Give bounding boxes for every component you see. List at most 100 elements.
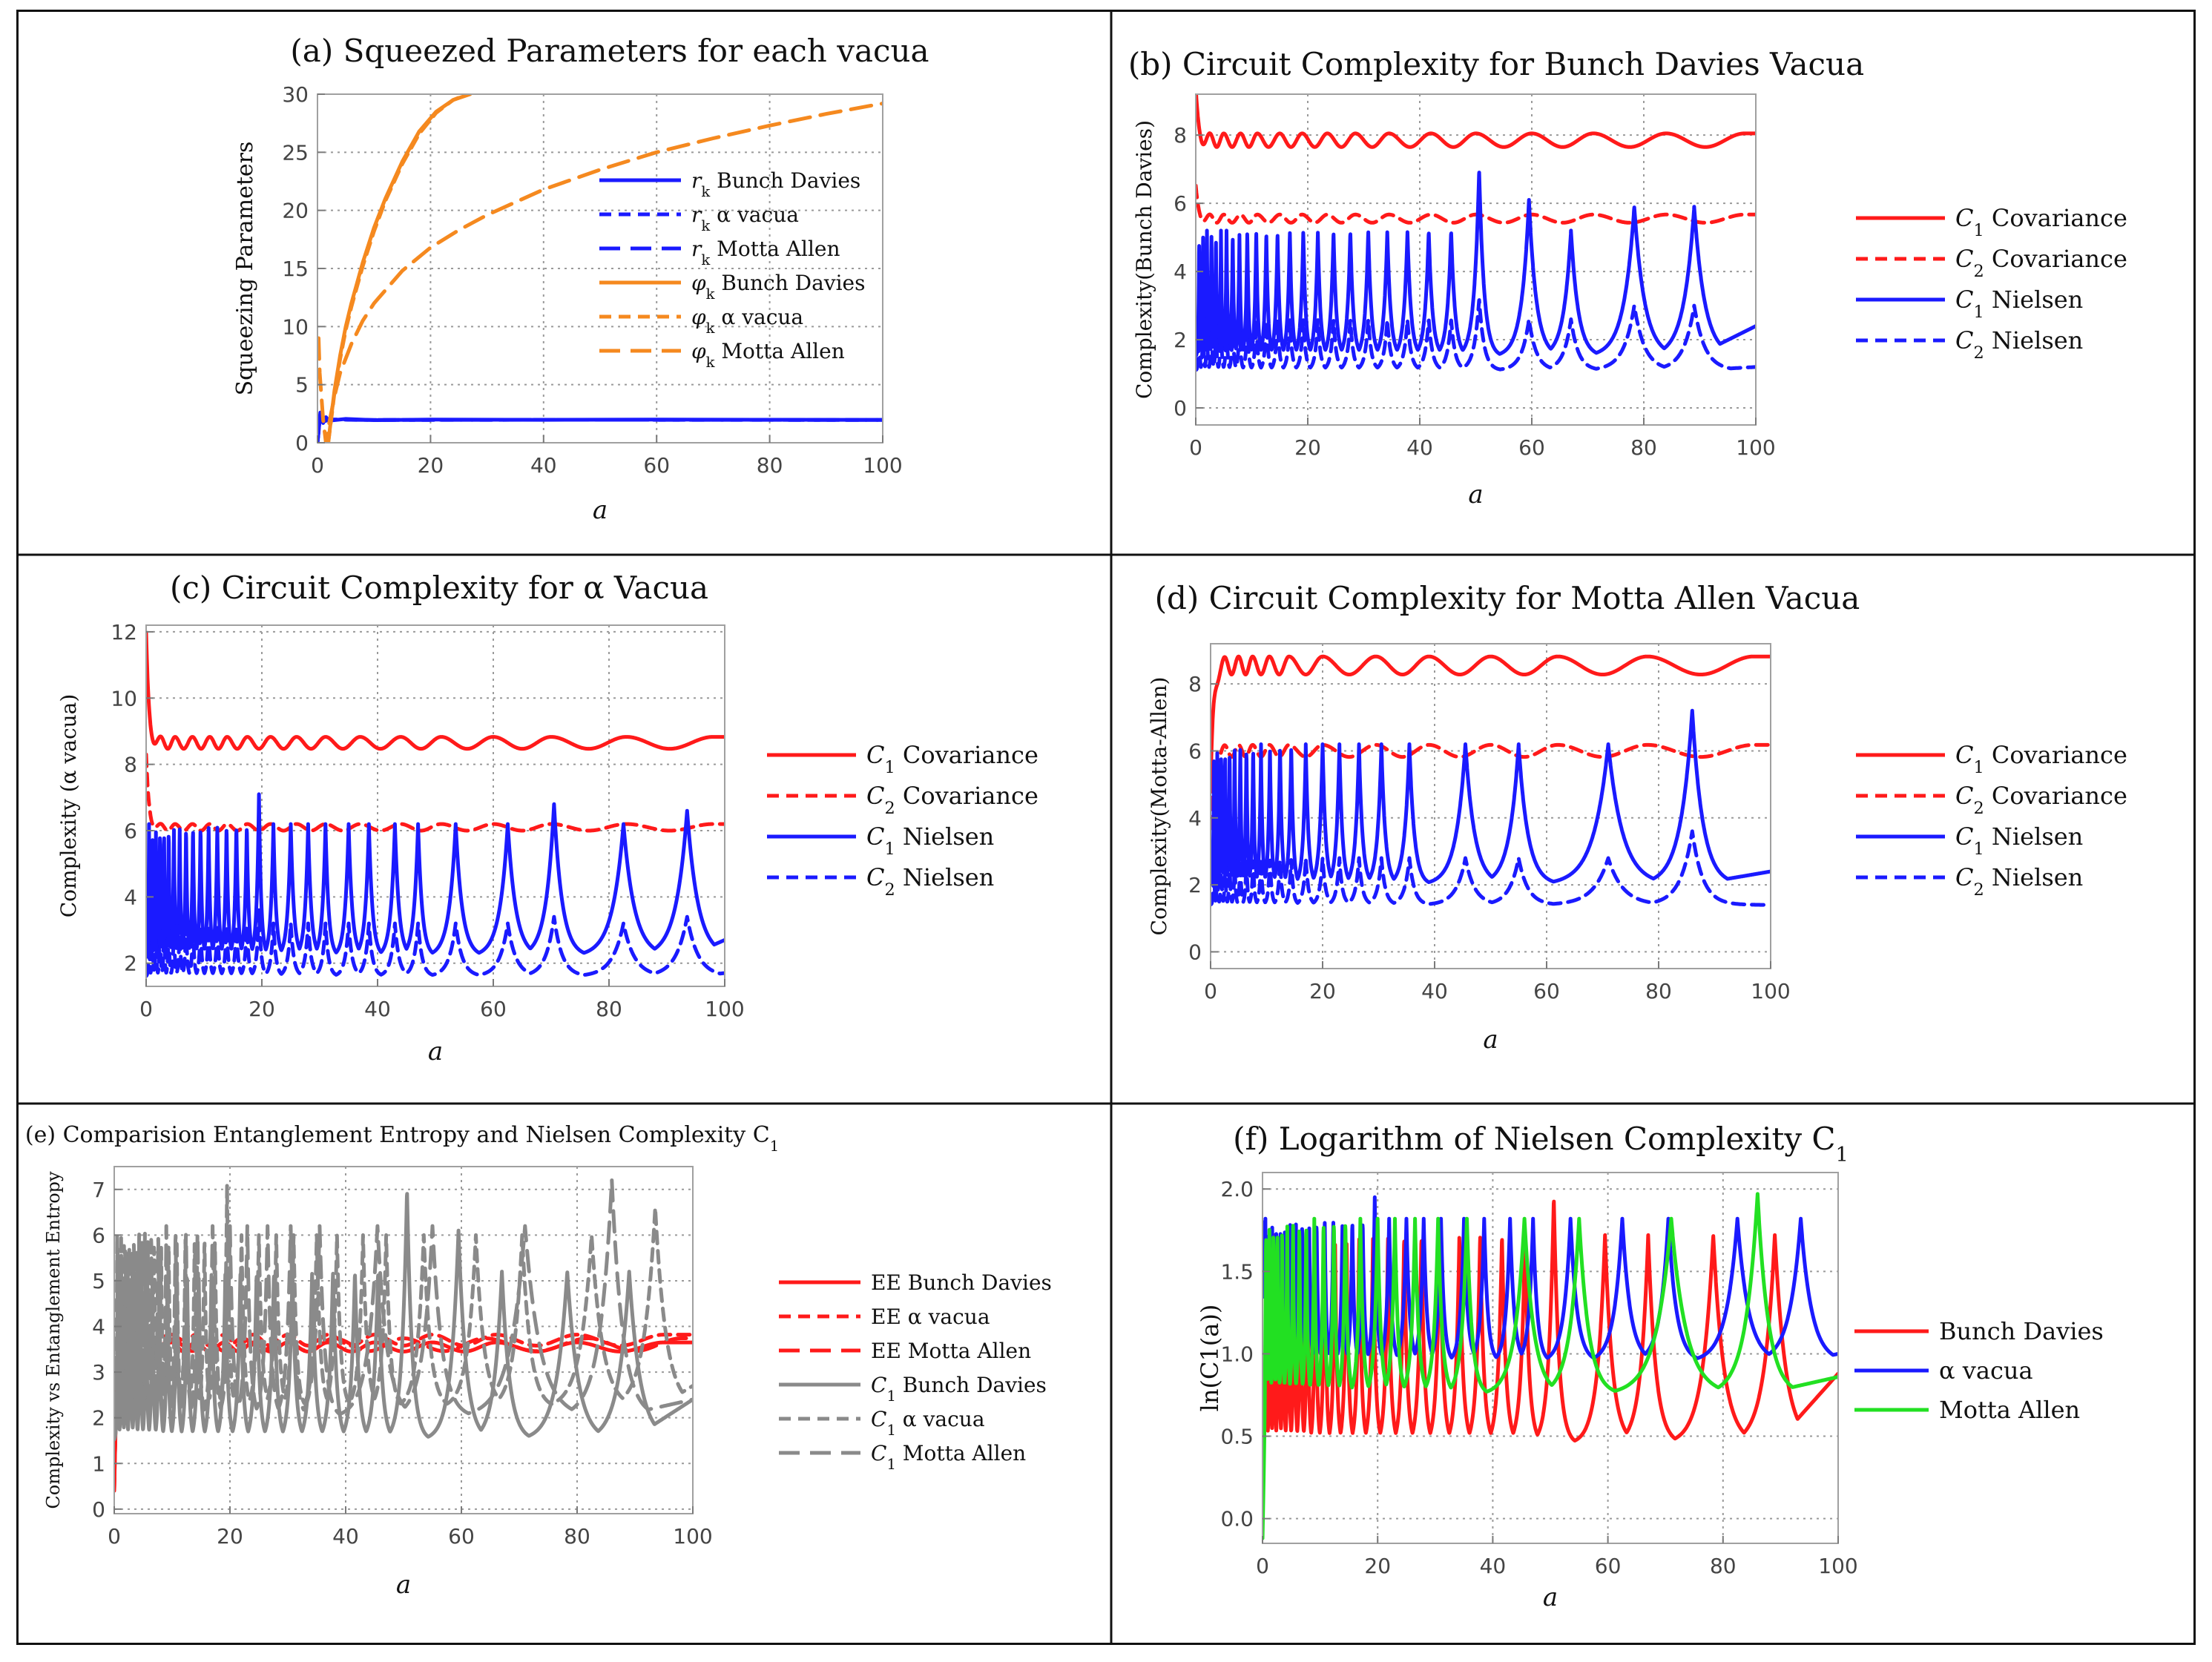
y-tick-label: 4 bbox=[1188, 806, 1202, 831]
series-line-e-4 bbox=[114, 1183, 693, 1410]
panel-e: (e) Comparision Entanglement Entropy and… bbox=[25, 1122, 1052, 1600]
x-tick-label: 80 bbox=[1645, 979, 1672, 1003]
legend-label-c-3: C2 Nielsen bbox=[866, 863, 994, 900]
y-tick-label: 6 bbox=[92, 1223, 105, 1247]
series-group-e bbox=[114, 1178, 693, 1493]
series-line-c-2 bbox=[146, 792, 725, 957]
x-tick-label: 20 bbox=[248, 997, 275, 1021]
figure-border bbox=[16, 10, 2196, 1645]
x-tick-label: 60 bbox=[1595, 1554, 1622, 1578]
series-line-d-0 bbox=[1211, 654, 1771, 794]
x-tick-label: 20 bbox=[1364, 1554, 1391, 1578]
y-tick-label: 1.5 bbox=[1220, 1259, 1254, 1284]
chart-title-c: (c) Circuit Complexity for α Vacua bbox=[170, 570, 708, 606]
series-line-a-0 bbox=[317, 410, 883, 443]
panel-b: (b) Circuit Complexity for Bunch Davies … bbox=[1128, 46, 2127, 510]
legend-label-a-1: rk α vacua bbox=[691, 202, 799, 234]
legend-label-b-1: C2 Covariance bbox=[1955, 245, 2127, 281]
x-tick-label: 40 bbox=[1406, 435, 1433, 460]
x-tick-label: 60 bbox=[1518, 435, 1545, 460]
x-axis-label-b: a bbox=[1468, 480, 1483, 510]
y-tick-label: 8 bbox=[124, 753, 137, 777]
legend-label-d-2: C1 Nielsen bbox=[1955, 822, 2083, 859]
series-group-c bbox=[146, 630, 725, 978]
y-tick-label: 10 bbox=[282, 314, 309, 339]
legend-label-b-0: C1 Covariance bbox=[1955, 204, 2127, 240]
y-tick-label: 8 bbox=[1188, 672, 1202, 696]
y-tick-label: 0 bbox=[295, 431, 309, 455]
legend-label-b-3: C2 Nielsen bbox=[1955, 326, 2083, 363]
x-tick-label: 40 bbox=[332, 1524, 359, 1549]
figure: (a) Squeezed Parameters for each vacua 0 2… bbox=[16, 10, 2196, 1645]
y-tick-label: 1 bbox=[92, 1451, 105, 1476]
y-tick-label: 6 bbox=[1174, 191, 1187, 216]
x-axis-label-a: a bbox=[593, 495, 608, 525]
legend-label-a-3: φk Bunch Davies bbox=[691, 271, 866, 303]
y-tick-label: 4 bbox=[92, 1315, 105, 1339]
x-tick-label: 20 bbox=[217, 1524, 243, 1549]
x-tick-label: 40 bbox=[364, 997, 391, 1021]
series-group-d bbox=[1211, 654, 1771, 907]
x-tick-label: 60 bbox=[643, 453, 670, 478]
legend-label-a-4: φk α vacua bbox=[691, 305, 803, 337]
y-tick-label: 2 bbox=[1174, 328, 1187, 352]
y-tick-label: 7 bbox=[92, 1178, 105, 1202]
x-tick-label: 0 bbox=[139, 997, 153, 1021]
y-axis-label-f: ln(C1(a)) bbox=[1196, 1305, 1224, 1412]
plot-frame-b bbox=[1195, 93, 1757, 426]
legend-c: C1 Covariance C2 Covariance C1 Nielsen C2 N… bbox=[767, 741, 1038, 900]
x-tick-label: 0 bbox=[1204, 979, 1217, 1003]
legend-label-e-2: EE Motta Allen bbox=[871, 1339, 1031, 1363]
series-group-b bbox=[1196, 94, 1756, 372]
legend-label-e-5: C1 Motta Allen bbox=[871, 1441, 1026, 1473]
series-line-a-2 bbox=[317, 412, 883, 443]
legend-label-c-2: C1 Nielsen bbox=[866, 822, 994, 859]
x-tick-label: 20 bbox=[418, 453, 444, 478]
y-tick-label: 1.0 bbox=[1220, 1342, 1254, 1366]
legend-label-f-2: Motta Allen bbox=[1939, 1396, 2080, 1424]
legend-d: C1 Covariance C2 Covariance C1 Nielsen C2 N… bbox=[1856, 741, 2127, 900]
legend-b: C1 Covariance C2 Covariance C1 Nielsen C2 N… bbox=[1856, 204, 2127, 363]
x-tick-label: 40 bbox=[530, 453, 557, 478]
x-tick-label: 100 bbox=[863, 453, 902, 478]
x-tick-label: 100 bbox=[705, 997, 744, 1021]
y-tick-label: 4 bbox=[124, 885, 137, 909]
series-line-d-3 bbox=[1211, 829, 1771, 907]
legend-label-d-0: C1 Covariance bbox=[1955, 741, 2127, 777]
panel-c: (c) Circuit Complexity for α Vacua 0 20 40 6… bbox=[56, 570, 1038, 1066]
x-axis-label-c: a bbox=[428, 1037, 443, 1066]
legend-label-f-1: α vacua bbox=[1939, 1356, 2033, 1385]
grid-b bbox=[1196, 94, 1756, 425]
plot-frame-e bbox=[113, 1166, 694, 1514]
y-tick-label: 0 bbox=[92, 1497, 105, 1522]
y-tick-label: 6 bbox=[1188, 739, 1202, 763]
x-tick-label: 0 bbox=[311, 453, 324, 478]
legend-label-d-3: C2 Nielsen bbox=[1955, 863, 2083, 900]
y-tick-label: 12 bbox=[111, 620, 137, 644]
x-tick-label: 80 bbox=[564, 1524, 590, 1549]
series-line-b-2 bbox=[1196, 171, 1756, 358]
y-tick-label: 15 bbox=[282, 257, 309, 281]
legend-label-a-2: rk Motta Allen bbox=[691, 237, 840, 268]
y-tick-label: 0 bbox=[1188, 940, 1202, 964]
legend-label-e-1: EE α vacua bbox=[871, 1305, 990, 1329]
y-axis-label-b: Complexity(Bunch Davies) bbox=[1132, 120, 1156, 399]
plot-frame-c bbox=[145, 624, 725, 987]
y-tick-label: 20 bbox=[282, 199, 309, 223]
series-line-b-1 bbox=[1196, 183, 1756, 225]
y-tick-label: 30 bbox=[282, 82, 309, 107]
y-axis-label-d: Complexity(Motta-Allen) bbox=[1147, 677, 1171, 936]
series-line-b-0 bbox=[1196, 94, 1756, 149]
panel-d: (d) Circuit Complexity for Motta Allen V… bbox=[1147, 580, 2127, 1055]
x-tick-label: 100 bbox=[1818, 1554, 1857, 1578]
legend-label-e-3: C1 Bunch Davies bbox=[871, 1373, 1047, 1405]
x-axis-label-e: a bbox=[396, 1570, 411, 1600]
y-tick-label: 10 bbox=[111, 686, 137, 710]
plot-frame-f bbox=[1262, 1172, 1839, 1544]
series-line-c-3 bbox=[146, 908, 725, 978]
legend-label-c-0: C1 Covariance bbox=[866, 741, 1038, 777]
x-tick-label: 60 bbox=[448, 1524, 475, 1549]
series-line-c-1 bbox=[146, 752, 725, 833]
grid-a bbox=[317, 94, 883, 443]
